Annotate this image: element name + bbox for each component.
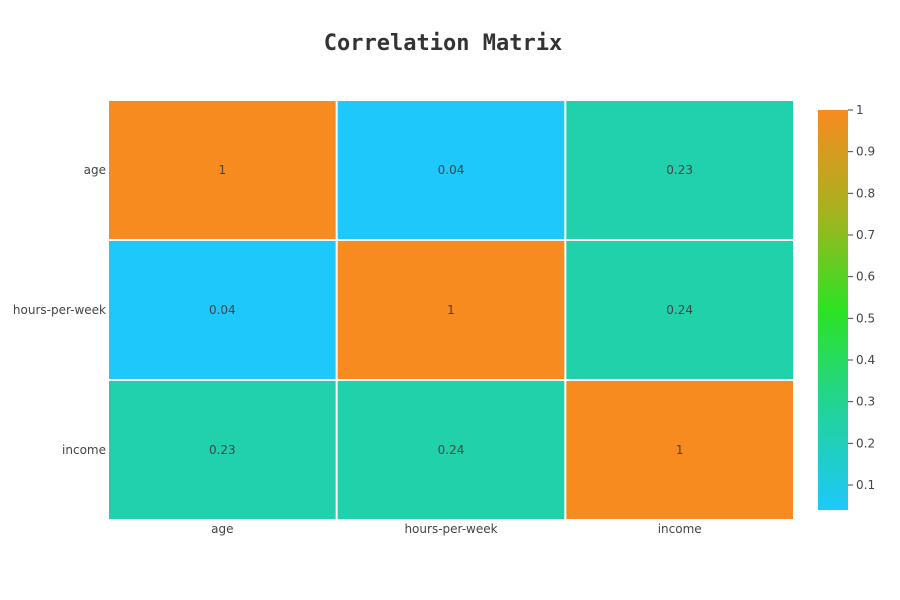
heatmap-cell-income-age	[109, 381, 336, 519]
y-tick-label: income	[62, 443, 106, 457]
heatmap-cell-age-income	[566, 101, 793, 239]
y-axis-ticks: age hours-per-week income	[13, 163, 106, 457]
cell-value-label: 1	[447, 303, 455, 317]
colorbar-tick-label: 0.7	[856, 228, 875, 242]
heatmap-cell-hours-per-week-age	[109, 241, 336, 379]
y-tick-label: hours-per-week	[13, 303, 106, 317]
colorbar-tick-label: 1	[856, 103, 864, 117]
chart-title: Correlation Matrix	[324, 31, 562, 56]
x-tick-label: hours-per-week	[404, 522, 497, 536]
heatmap-cell-income-income	[566, 381, 793, 519]
colorbar-tick-label: 0.9	[856, 145, 875, 159]
heatmap-cell-income-hours-per-week	[337, 381, 565, 519]
cell-value-label: 1	[676, 443, 684, 457]
cell-value-label: 1	[219, 163, 227, 177]
y-tick-label: age	[84, 163, 106, 177]
cell-value-label: 0.04	[438, 163, 465, 177]
colorbar-tick-label: 0.6	[856, 270, 875, 284]
cell-value-label: 0.23	[666, 163, 693, 177]
cell-value-label: 0.04	[209, 303, 236, 317]
cell-value-label: 0.24	[438, 443, 465, 457]
colorbar-tick-label: 0.5	[856, 311, 875, 325]
colorbar-tick-label: 0.3	[856, 395, 875, 409]
x-tick-label: age	[211, 522, 233, 536]
heatmap-cell-hours-per-week-income	[566, 241, 793, 379]
heatmap-cells: 1 0.04 0.23 0.04 1 0.24 0.23 0.24 1	[109, 101, 793, 519]
heatmap-cell-age-age	[109, 101, 336, 239]
cell-value-label: 0.23	[209, 443, 236, 457]
x-axis-ticks: age hours-per-week income	[211, 522, 701, 536]
cell-value-label: 0.24	[666, 303, 693, 317]
heatmap-cell-hours-per-week-hours-per-week	[337, 241, 565, 379]
colorbar-tick-label: 0.8	[856, 186, 875, 200]
colorbar-tick-label: 0.4	[856, 353, 875, 367]
colorbar-ticks: 0.1 0.2 0.3 0.4 0.5 0.6 0.7 0.8 0.9 1	[848, 103, 875, 492]
heatmap-cell-age-hours-per-week	[337, 101, 565, 239]
colorbar-tick-label: 0.2	[856, 436, 875, 450]
colorbar-tick-label: 0.1	[856, 478, 875, 492]
colorbar	[818, 110, 848, 510]
x-tick-label: income	[658, 522, 702, 536]
